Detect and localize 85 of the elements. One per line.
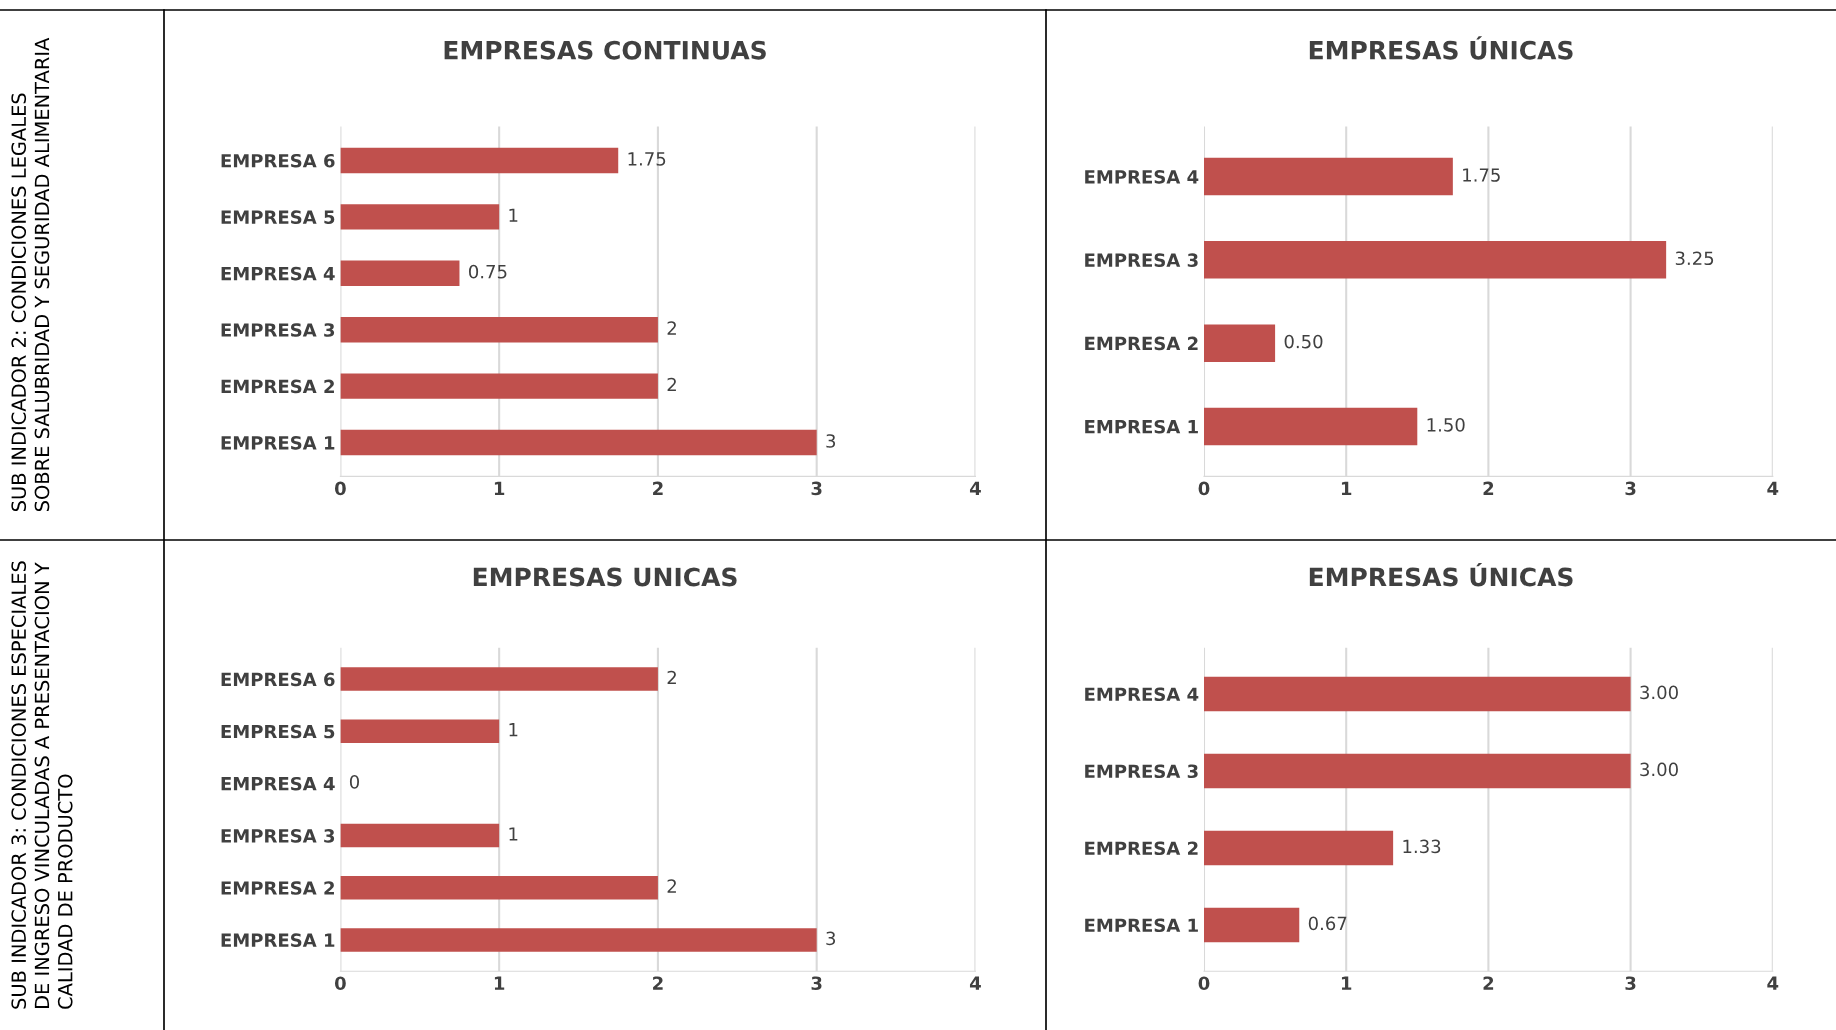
data-label: 2 (667, 670, 676, 685)
y-tick-label: EMPRESA 5 (221, 724, 335, 739)
x-tick-label: 2 (653, 481, 663, 495)
data-label: 1 (509, 208, 518, 222)
y-tick-label: EMPRESA 4 (221, 776, 335, 791)
y-tick-label: EMPRESA 5 (221, 210, 335, 224)
x-tick-label: 2 (653, 976, 663, 990)
y-tick-label: EMPRESA 1 (1085, 918, 1198, 933)
x-tick-label: 4 (1767, 976, 1779, 990)
data-label: 2 (667, 879, 676, 893)
bar (340, 719, 500, 743)
data-label: 1 (509, 827, 518, 841)
bar (340, 429, 817, 456)
x-tick-label: 0 (1198, 481, 1210, 496)
y-tick-label: EMPRESA 6 (221, 153, 335, 168)
data-label: 3 (826, 931, 836, 946)
y-tick-label: EMPRESA 2 (221, 379, 334, 394)
data-label: 0.75 (468, 264, 507, 279)
bar (340, 204, 500, 230)
x-tick-label: 1 (1341, 976, 1352, 990)
x-tick-label: 0 (334, 481, 346, 496)
x-tick-label: 4 (1767, 481, 1779, 495)
chart-title: EMPRESAS CONTINUAS (444, 40, 766, 60)
bar (1204, 830, 1394, 866)
x-tick-label: 3 (811, 976, 822, 991)
data-label: 3 (826, 434, 836, 448)
data-label: 0 (349, 775, 360, 789)
data-label: 0.67 (1308, 916, 1347, 931)
bar (1204, 157, 1453, 196)
x-tick-label: 3 (811, 481, 822, 496)
bar (340, 373, 658, 399)
bar (1204, 324, 1276, 362)
x-tick-label: 2 (1483, 976, 1494, 990)
data-label: 1.75 (628, 152, 666, 166)
bar (1204, 407, 1418, 446)
data-label: 1 (509, 723, 518, 737)
x-tick-label: 1 (1341, 481, 1352, 495)
text: SUB INDICADOR 2: CONDICIONES LEGALES SOBRE SALUBRIDAD Y SEGURIDAD ALIMENTARIA (11, 37, 50, 512)
data-label: 1.33 (1403, 839, 1441, 854)
data-label: 3.00 (1640, 685, 1678, 700)
y-tick-label: EMPRESA 1 (221, 436, 335, 450)
x-tick-label: 4 (969, 481, 981, 495)
y-tick-label: EMPRESA 1 (221, 933, 335, 948)
y-tick-label: EMPRESA 3 (221, 323, 335, 337)
data-label: 2 (667, 321, 676, 335)
bar (340, 667, 658, 691)
y-tick-label: EMPRESA 2 (1085, 841, 1198, 856)
y-tick-label: EMPRESA 1 (1085, 419, 1198, 434)
x-tick-label: 1 (494, 481, 505, 495)
chart-title: EMPRESAS UNICAS (473, 567, 737, 587)
x-tick-label: 3 (1625, 481, 1636, 496)
data-label: 2 (667, 377, 676, 392)
bar (1204, 753, 1631, 789)
data-label: 1.50 (1427, 418, 1465, 432)
y-tick-label: EMPRESA 3 (1085, 764, 1198, 779)
x-tick-label: 2 (1483, 481, 1494, 495)
x-tick-label: 0 (334, 976, 346, 991)
y-tick-label: EMPRESA 3 (221, 829, 335, 843)
bar (1204, 907, 1300, 943)
data-label: 0.50 (1284, 334, 1323, 349)
text: SUB INDICADOR 3: CONDICIONES ESPECIALES DE INGRESO VINCULADAS A PRESENTACION Y CALIDAD DE PRODUCTO (11, 561, 73, 1009)
bar (340, 260, 460, 286)
chart-title: EMPRESAS ÚNICAS (1309, 562, 1573, 587)
bar (1204, 676, 1631, 712)
bar (340, 876, 658, 900)
chart-title: EMPRESAS ÚNICAS (1309, 36, 1573, 60)
x-tick-label: 1 (494, 976, 505, 990)
x-tick-label: 4 (969, 976, 981, 990)
x-tick-label: 0 (1198, 976, 1210, 991)
data-label: 3.25 (1675, 251, 1714, 266)
y-tick-label: EMPRESA 4 (1085, 170, 1199, 184)
bar (340, 928, 817, 952)
data-label: 1.75 (1463, 168, 1500, 182)
y-tick-label: EMPRESA 2 (1085, 336, 1198, 351)
y-tick-label: EMPRESA 6 (221, 672, 335, 687)
y-tick-label: EMPRESA 2 (221, 881, 334, 895)
y-tick-label: EMPRESA 4 (221, 266, 335, 281)
data-label: 3.00 (1640, 762, 1678, 777)
x-tick-label: 3 (1625, 976, 1636, 991)
y-tick-label: EMPRESA 4 (1085, 687, 1199, 702)
bar (340, 317, 658, 343)
bar (340, 823, 500, 848)
bar (340, 147, 619, 174)
bar (1204, 241, 1667, 279)
y-tick-label: EMPRESA 3 (1085, 253, 1198, 267)
